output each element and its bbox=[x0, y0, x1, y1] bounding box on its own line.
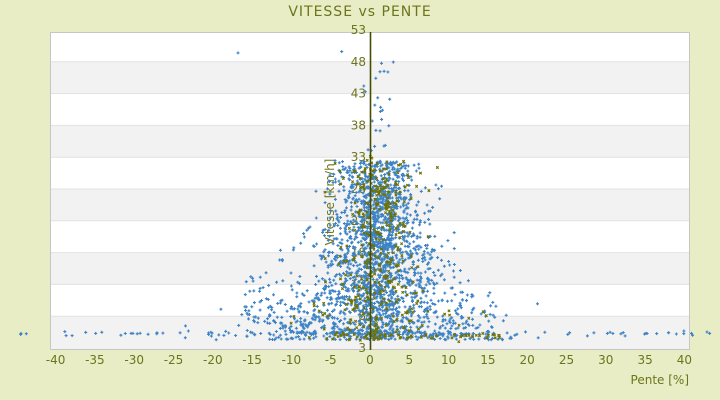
y-tick-label: 43 bbox=[351, 87, 366, 101]
y-tick-label: 3 bbox=[358, 341, 366, 355]
y-tick-label: 33 bbox=[351, 150, 366, 164]
x-tick-label: 35 bbox=[637, 353, 652, 367]
x-tick-label: -35 bbox=[85, 353, 105, 367]
x-tick-label: 10 bbox=[441, 353, 456, 367]
x-tick-label: -5 bbox=[325, 353, 337, 367]
x-tick-label: 30 bbox=[598, 353, 613, 367]
x-tick-label: 25 bbox=[559, 353, 574, 367]
x-tick-label: 0 bbox=[366, 353, 374, 367]
y-tick-label: 38 bbox=[351, 118, 366, 132]
series-vitesse-olive bbox=[289, 154, 502, 344]
x-tick-label: 15 bbox=[480, 353, 495, 367]
y-tick-label: 48 bbox=[351, 55, 366, 69]
x-tick-label: 20 bbox=[520, 353, 535, 367]
x-tick-label: -25 bbox=[164, 353, 184, 367]
x-tick-label: 40 bbox=[677, 353, 692, 367]
y-tick-label: 53 bbox=[351, 23, 366, 37]
x-tick-label: -10 bbox=[282, 353, 302, 367]
y-axis-label: Vitesse [km/h] bbox=[323, 159, 337, 246]
x-tick-labels: -40 -35 -30 -25 -20 -15 -10 -5 0 5 10 15 20 25 30 35 40 bbox=[46, 353, 692, 367]
x-tick-label: -30 bbox=[124, 353, 144, 367]
x-tick-label: 5 bbox=[405, 353, 413, 367]
x-tick-label: -20 bbox=[203, 353, 223, 367]
x-tick-label: -40 bbox=[46, 353, 66, 367]
x-axis-title: Pente [%] bbox=[630, 373, 689, 387]
x-tick-label: -15 bbox=[242, 353, 262, 367]
data-points bbox=[19, 50, 712, 344]
chart-title: VITESSE vs PENTE bbox=[288, 4, 432, 20]
